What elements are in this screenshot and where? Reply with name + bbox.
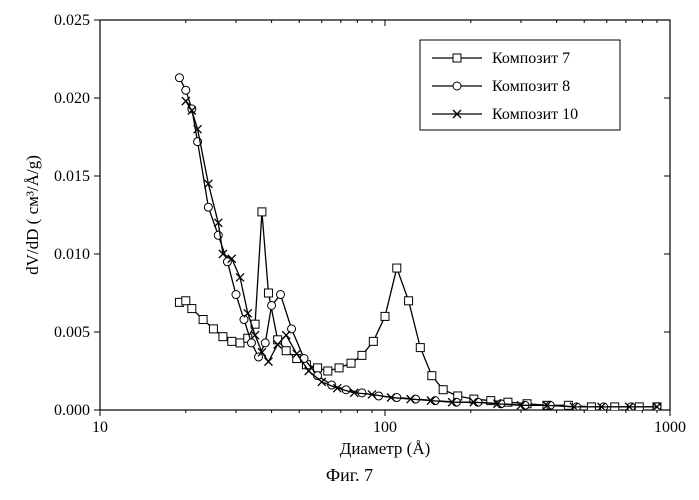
- figure-caption: Фиг. 7: [0, 465, 699, 486]
- svg-text:0.010: 0.010: [54, 246, 90, 263]
- svg-text:0.015: 0.015: [54, 168, 90, 185]
- svg-text:Композит 8: Композит 8: [492, 78, 570, 95]
- svg-text:Диаметр (Å): Диаметр (Å): [340, 439, 431, 458]
- svg-text:Композит 10: Композит 10: [492, 106, 578, 123]
- svg-text:100: 100: [373, 419, 397, 436]
- svg-text:0.005: 0.005: [54, 324, 90, 341]
- svg-text:Композит 7: Композит 7: [492, 50, 570, 67]
- svg-text:1000: 1000: [654, 419, 686, 436]
- figure-container: 10 100 1000 0.000 0.005 0.010 0.015 0.020 0.025 Д…: [0, 0, 699, 500]
- chart-svg: 10 100 1000 0.000 0.005 0.010 0.015 0.020 0.025 Д…: [0, 0, 699, 500]
- svg-text:dV/dD ( см³/Å/g): dV/dD ( см³/Å/g): [23, 155, 42, 275]
- svg-text:0.000: 0.000: [54, 402, 90, 419]
- svg-text:10: 10: [92, 419, 108, 436]
- svg-text:0.020: 0.020: [54, 90, 90, 107]
- svg-text:0.025: 0.025: [54, 12, 90, 29]
